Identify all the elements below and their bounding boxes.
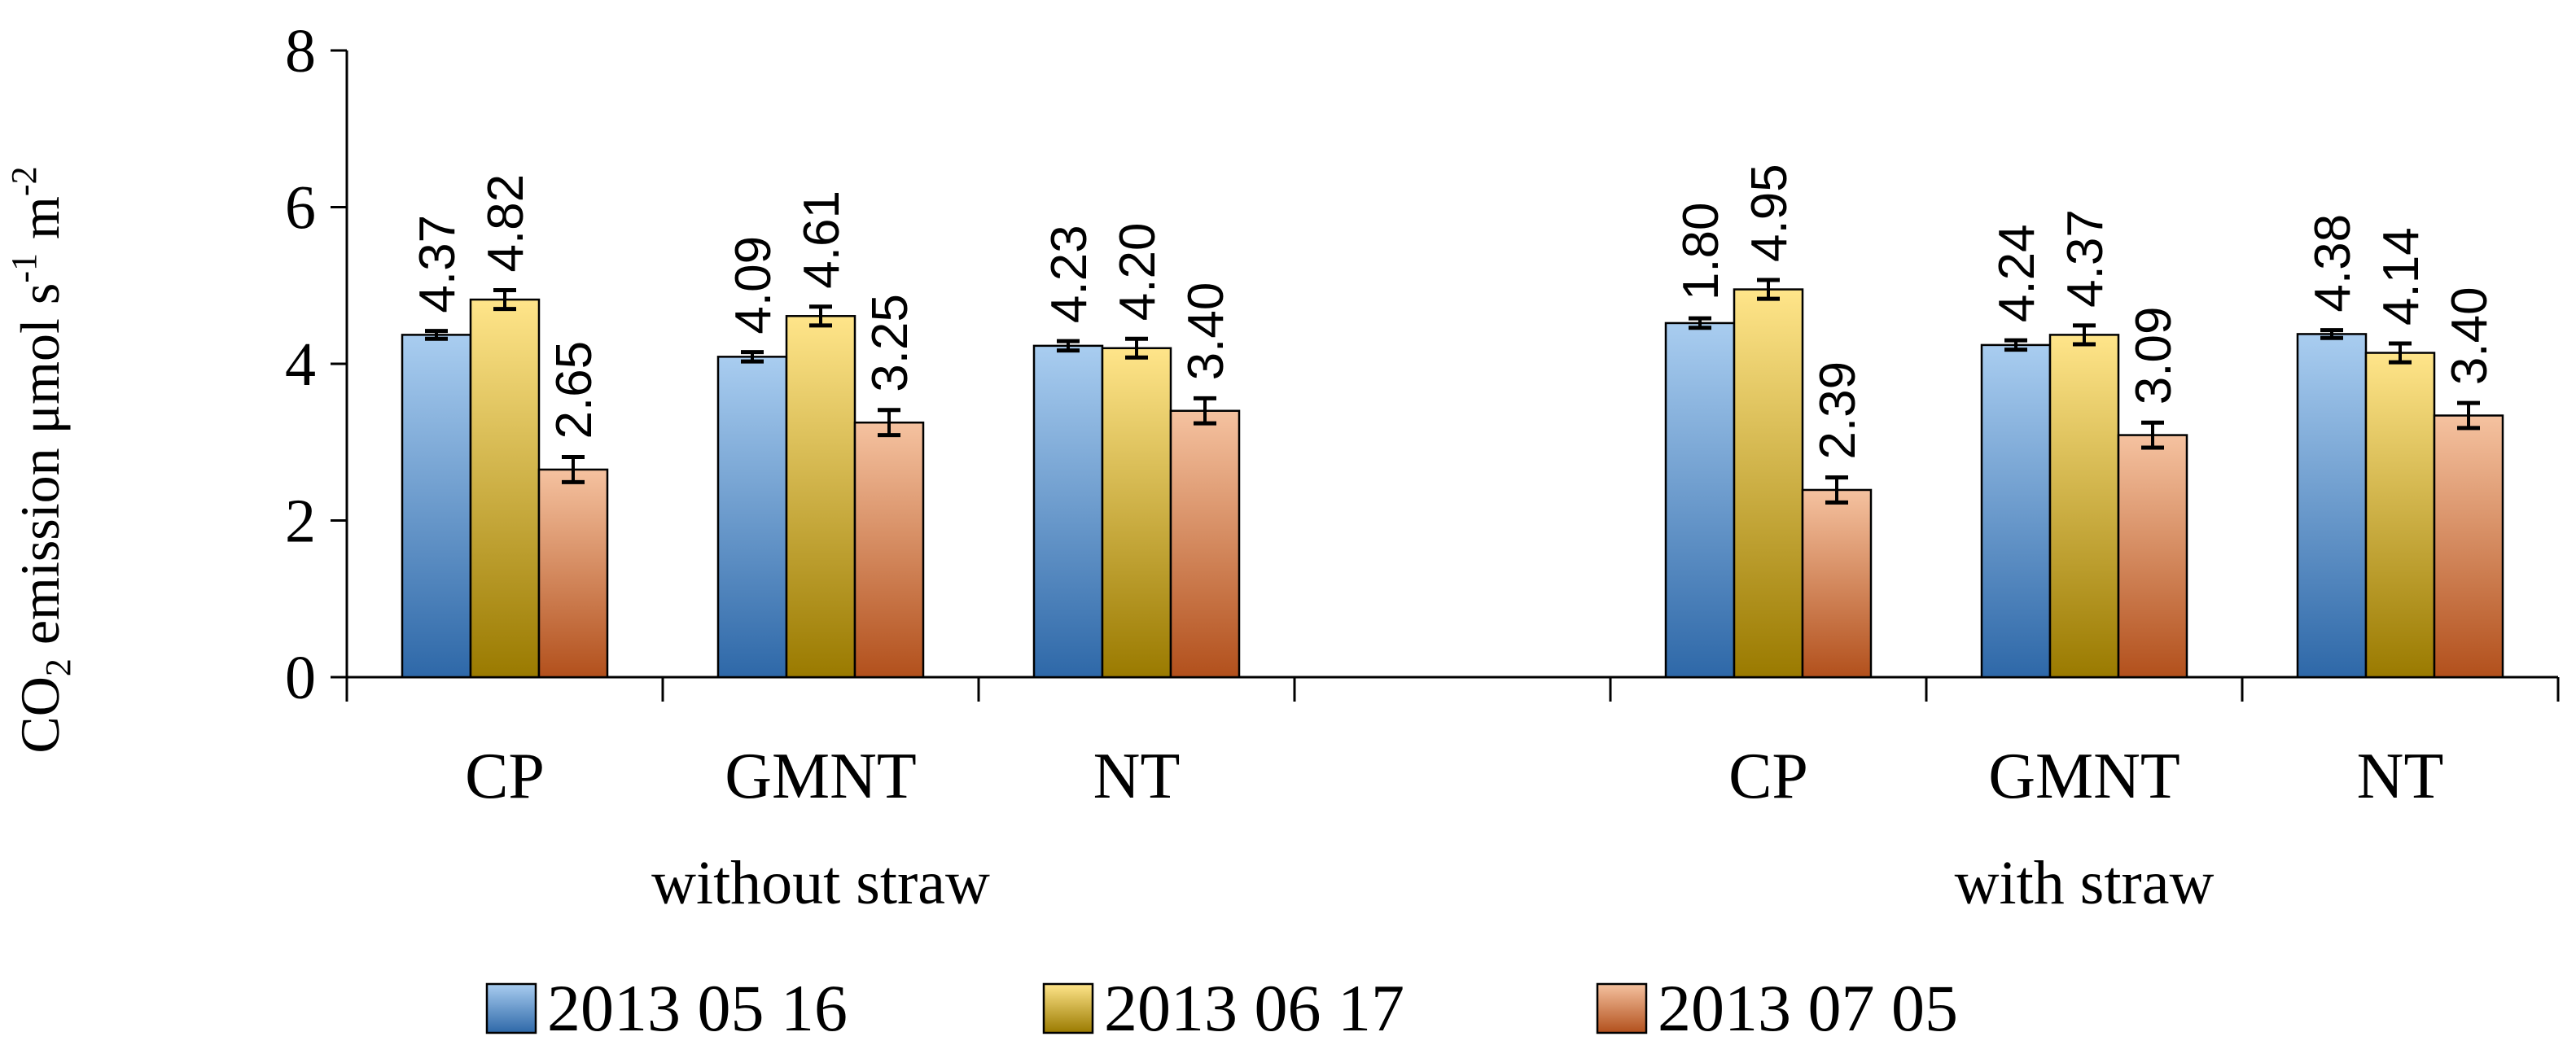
bar-2013-07-05: [2433, 414, 2504, 679]
data-label: 4.95: [1741, 164, 1798, 262]
data-label: 1.80: [1673, 203, 1729, 301]
data-label: 2.39: [1810, 361, 1866, 460]
bar-2013-07-05: [1169, 409, 1241, 679]
bar-2013-05-16: [1980, 343, 2052, 679]
data-label: 4.82: [478, 174, 534, 273]
data-label: 3.40: [2442, 286, 2498, 385]
y-axis-title-sup1: -1: [4, 253, 44, 283]
y-tick-label: 0: [285, 644, 316, 712]
category-label: GMNT: [725, 741, 917, 812]
data-label: 3.25: [862, 294, 918, 392]
category-label: CP: [465, 741, 545, 812]
data-labels: 4.37 4.822.654.09 4.613.254.23 4.203.401.80…: [410, 164, 2498, 459]
group-label: without straw: [651, 849, 990, 917]
data-label: 3.40: [1178, 282, 1234, 381]
x-ticks: [345, 677, 2560, 702]
svg-text:CO2 emission μmol s-1 m-2: CO2 emission μmol s-1 m-2: [4, 166, 78, 753]
data-label: 2.65: [546, 341, 602, 440]
y-ticks: 0 2 4 6 8: [285, 17, 347, 712]
legend-swatch: [1042, 982, 1094, 1034]
bar-2013-05-16: [2296, 333, 2368, 679]
bar-2013-07-05: [537, 468, 609, 679]
bars: [401, 288, 2504, 679]
bar-2013-06-17: [785, 315, 856, 679]
y-axis-title-mid: m: [9, 196, 71, 253]
bar-2013-05-16: [716, 356, 788, 679]
category-label: GMNT: [1988, 741, 2180, 812]
data-label: 4.37: [2057, 209, 2114, 308]
bar-2013-06-17: [2048, 334, 2120, 679]
bar-2013-05-16: [401, 334, 472, 679]
y-tick-label: 4: [285, 330, 316, 399]
category-label: CP: [1728, 741, 1808, 812]
data-label: 4.38: [2305, 214, 2361, 313]
category-label: NT: [1093, 741, 1181, 812]
data-label: 4.37: [410, 215, 466, 313]
data-label: 4.09: [725, 236, 782, 335]
legend-label: 2013 06 17: [1104, 971, 1404, 1045]
y-tick-label: 2: [285, 488, 316, 556]
group-label: with straw: [1955, 849, 2215, 917]
bar-2013-06-17: [2364, 352, 2436, 679]
legend: 2013 05 16 2013 06 17 2013 07 05: [485, 971, 1958, 1045]
bar-2013-05-16: [1032, 344, 1104, 679]
group-labels: without straw with straw: [651, 849, 2214, 917]
data-label: 3.09: [2126, 307, 2182, 405]
data-label: 4.23: [1041, 225, 1097, 323]
bar-2013-07-05: [2117, 434, 2188, 679]
data-label: 4.61: [794, 190, 850, 289]
bar-2013-06-17: [469, 298, 541, 679]
y-tick-label: 8: [285, 17, 316, 85]
y-axis-title-sub: 2: [38, 658, 78, 676]
legend-label: 2013 05 16: [547, 971, 848, 1045]
y-axis-title-main: CO: [9, 676, 71, 753]
bar-2013-06-17: [1101, 347, 1172, 679]
bar-2013-06-17: [1733, 288, 1804, 679]
axes: [345, 50, 2558, 679]
bar-2013-05-16: [1664, 321, 1736, 679]
bar-2013-07-05: [853, 421, 925, 679]
y-axis-title-sup2: -2: [4, 166, 44, 196]
legend-swatch: [485, 982, 537, 1034]
y-axis-title-rest: emission μmol s: [9, 283, 71, 659]
data-label: 4.20: [1110, 223, 1166, 321]
data-label: 4.24: [1989, 224, 2045, 322]
legend-swatch: [1596, 982, 1648, 1034]
error-bars: [425, 278, 2480, 505]
data-label: 4.14: [2373, 227, 2429, 326]
y-tick-label: 6: [285, 174, 316, 243]
bar-2013-07-05: [1801, 488, 1873, 679]
category-labels: CP GMNT NT CP GMNT NT: [465, 741, 2443, 812]
legend-label: 2013 07 05: [1658, 971, 1958, 1045]
category-label: NT: [2357, 741, 2444, 812]
y-axis-title: CO2 emission μmol s-1 m-2: [4, 166, 78, 753]
